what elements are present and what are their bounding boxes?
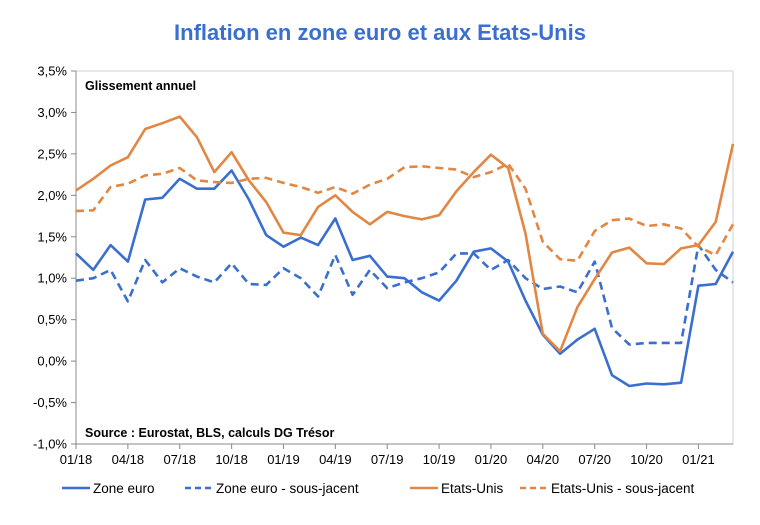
x-tick-label: 01/18 <box>60 452 93 467</box>
y-tick-label: -1,0% <box>33 437 67 452</box>
x-tick-label: 10/20 <box>630 452 663 467</box>
plot-frame <box>75 70 734 445</box>
inner-label: Glissement annuel <box>85 79 196 93</box>
y-tick-label: 0,0% <box>37 354 67 369</box>
legend: Zone euro Zone euro - sous-jacent Etats-Un… <box>62 481 695 496</box>
y-tick-label: -0,5% <box>33 395 67 410</box>
x-tick-label: 01/20 <box>475 452 508 467</box>
x-tick-label: 10/18 <box>215 452 248 467</box>
x-tick-label: 10/19 <box>423 452 456 467</box>
x-tick-label: 04/20 <box>527 452 560 467</box>
y-tick-label: 2,5% <box>37 146 67 161</box>
y-tick-label: 0,5% <box>37 312 67 327</box>
source-note: Source : Eurostat, BLS, calculs DG Tréso… <box>85 426 335 440</box>
x-tick-label: 07/19 <box>371 452 404 467</box>
series-line-1 <box>75 169 735 388</box>
y-tick-label: 1,0% <box>37 271 67 286</box>
chart-title: Inflation en zone euro et aux Etats-Unis <box>174 20 586 45</box>
x-tick-label: 01/21 <box>682 452 715 467</box>
legend-label: Zone euro <box>93 481 155 496</box>
x-tick-label: 07/18 <box>163 452 196 467</box>
legend-label: Etats-Unis - sous-jacent <box>551 481 695 496</box>
y-tick-label: 2,0% <box>37 188 67 203</box>
series-layer <box>75 115 735 388</box>
x-tick-label: 04/18 <box>112 452 145 467</box>
y-tick-label: 3,5% <box>37 64 67 79</box>
y-tick-label: 3,0% <box>37 105 67 120</box>
x-axis: 01/18 04/18 07/18 10/18 01/19 04/19 07/19 10/19… <box>60 443 733 467</box>
y-tick-label: 1,5% <box>37 229 67 244</box>
series-line-3 <box>75 115 735 353</box>
x-tick-label: 01/19 <box>267 452 300 467</box>
x-tick-label: 07/20 <box>578 452 611 467</box>
legend-label: Etats-Unis <box>441 481 504 496</box>
legend-label: Zone euro - sous-jacent <box>216 481 359 496</box>
y-axis: 3,5% 3,0% 2,5% 2,0% 1,5% 1,0% 0,5% 0,0% -0,5% -1,… <box>33 64 77 452</box>
x-tick-label: 04/19 <box>319 452 352 467</box>
series-line-2 <box>75 243 734 346</box>
